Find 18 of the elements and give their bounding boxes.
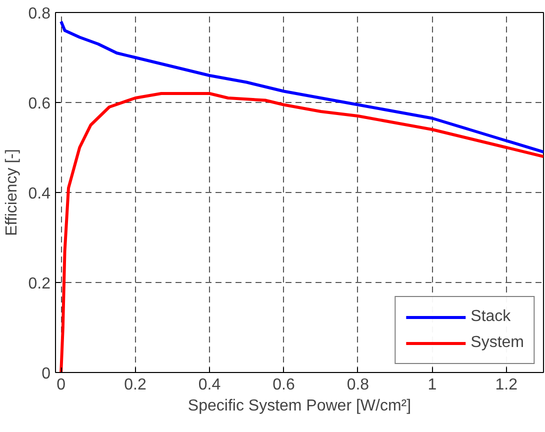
legend-label: Stack xyxy=(470,308,511,326)
line-series xyxy=(60,20,544,154)
y-tick-label: 0.4 xyxy=(28,186,51,202)
x-tick-label: 0.4 xyxy=(198,376,221,394)
y-tick-label: 0.2 xyxy=(28,276,51,292)
x-tick-label: 0 xyxy=(56,376,66,394)
x-tick-label: 1.2 xyxy=(495,376,518,394)
legend-label: System xyxy=(470,334,524,352)
y-tick-label: 0.6 xyxy=(28,96,51,112)
y-tick-label: 0.8 xyxy=(28,6,51,22)
y-tick-label: 0 xyxy=(42,366,51,382)
y-axis-title: Efficiency [-] xyxy=(3,149,20,236)
line-series xyxy=(60,92,544,372)
x-tick-label: 1 xyxy=(428,376,437,394)
x-axis-title: Specific System Power [W/cm²] xyxy=(188,398,412,414)
x-tick-label: 0.2 xyxy=(124,376,147,394)
x-tick-label: 0.6 xyxy=(272,376,295,394)
x-tick-label: 0.8 xyxy=(346,376,370,394)
